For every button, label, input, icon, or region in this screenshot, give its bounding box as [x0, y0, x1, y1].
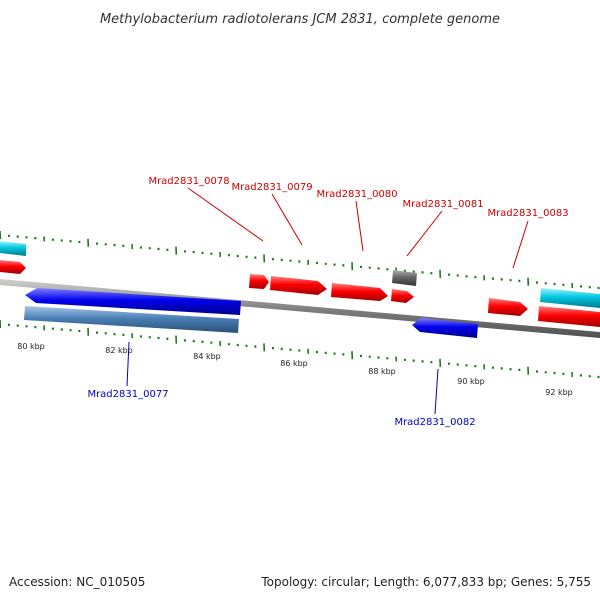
kbp-label-86: 86 kbp [280, 359, 308, 368]
gene-label-0081[interactable]: Mrad2831_0081 [402, 199, 483, 210]
position-labels: 80 kbp 82 kbp 84 kbp 86 kbp 88 kbp 90 kb… [17, 342, 573, 397]
gene-mrad2831-0078[interactable] [249, 274, 269, 289]
gene-red-left-upper[interactable] [0, 260, 26, 274]
gene-label-0082[interactable]: Mrad2831_0082 [394, 417, 475, 428]
gene-labels-bottom: Mrad2831_0077 Mrad2831_0082 [87, 389, 475, 428]
gene-label-0083[interactable]: Mrad2831_0083 [487, 208, 568, 219]
track-upper-plus [0, 241, 600, 327]
gene-mrad2831-0083[interactable] [488, 298, 528, 316]
genome-summary-text: Topology: circular; Length: 6,077,833 bp… [260, 575, 591, 589]
kbp-label-82: 82 kbp [105, 346, 133, 355]
connector-0077 [126, 341, 130, 387]
label-connectors-top [187, 187, 529, 269]
kbp-label-92: 92 kbp [545, 388, 573, 397]
tick-row-bottom [0, 319, 600, 379]
accession-text: Accession: NC_010505 [9, 575, 145, 589]
gene-label-0078[interactable]: Mrad2831_0078 [148, 176, 229, 187]
gene-mrad2831-0079[interactable] [270, 276, 327, 295]
connector-0081 [406, 210, 443, 257]
gene-mrad2831-0080[interactable] [331, 283, 388, 301]
kbp-label-84: 84 kbp [193, 352, 221, 361]
connector-0083 [512, 220, 529, 269]
page-title: Methylobacterium radiotolerans JCM 2831,… [100, 12, 500, 27]
kbp-label-90: 90 kbp [457, 377, 485, 386]
gene-pseudo-gray[interactable] [392, 270, 417, 286]
kbp-label-88: 88 kbp [368, 367, 396, 376]
kbp-label-80: 80 kbp [17, 342, 45, 351]
connector-0079 [271, 193, 303, 246]
gene-mrad2831-0077[interactable] [24, 306, 239, 333]
track-lower-minus [24, 288, 478, 338]
label-connectors-bottom [126, 341, 439, 415]
gene-cyan-right-upper[interactable] [540, 288, 600, 308]
connector-0078 [187, 187, 264, 242]
gene-label-0080[interactable]: Mrad2831_0080 [316, 189, 397, 200]
connector-0082 [434, 368, 439, 415]
connector-0080 [355, 200, 364, 252]
gene-blue-long[interactable] [25, 288, 241, 315]
gene-labels-top: Mrad2831_0078 Mrad2831_0079 Mrad2831_008… [148, 176, 568, 219]
gene-mrad2831-0081[interactable] [391, 289, 414, 303]
gene-mrad2831-0082[interactable] [412, 318, 478, 338]
gene-cyan-left-upper[interactable] [0, 241, 26, 256]
gene-label-0079[interactable]: Mrad2831_0079 [231, 182, 312, 193]
gene-red-right-upper[interactable] [538, 306, 600, 327]
gene-label-0077[interactable]: Mrad2831_0077 [87, 389, 168, 400]
